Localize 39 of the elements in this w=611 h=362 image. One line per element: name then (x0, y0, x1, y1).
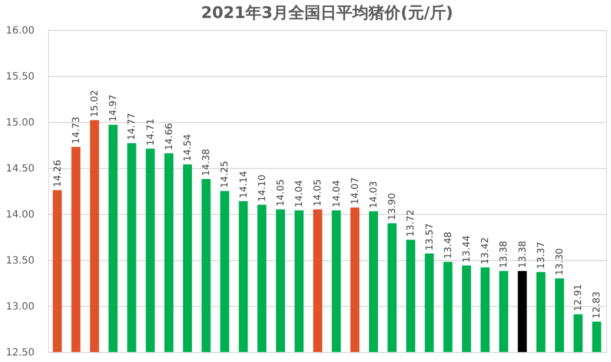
data-label: 13.37 (536, 242, 547, 269)
data-label: 14.05 (276, 179, 286, 206)
data-label: 14.66 (164, 123, 175, 150)
data-label: 15.02 (90, 90, 100, 118)
data-label: 14.07 (350, 177, 361, 205)
data-label: 13.57 (424, 223, 436, 251)
data-label: 14.14 (238, 170, 250, 198)
data-label: 14.97 (108, 94, 120, 122)
data-label: 13.72 (406, 210, 417, 237)
y-tick-label: 13.00 (6, 302, 34, 312)
data-label: 14.05 (312, 179, 324, 206)
data-label: 14.04 (294, 180, 306, 208)
data-label: 13.38 (517, 240, 528, 268)
data-label: 12.83 (592, 291, 603, 319)
y-tick-label: 15.00 (6, 118, 34, 128)
data-label: 14.71 (145, 118, 156, 146)
data-label: 14.54 (182, 134, 194, 162)
y-tick-label: 14.50 (6, 164, 34, 174)
data-label: 13.38 (498, 240, 510, 268)
data-label: 14.03 (368, 181, 380, 208)
data-label: 13.42 (480, 237, 492, 264)
data-label: 14.73 (70, 116, 82, 144)
data-label: 14.26 (52, 160, 64, 188)
data-label: 13.48 (442, 232, 454, 259)
y-tick-label: 12.50 (6, 348, 34, 358)
data-label: 13.90 (387, 192, 398, 220)
data-label: 12.91 (573, 284, 584, 312)
chart-title: 2021年3月全国日平均猪价(元/斤) (200, 3, 454, 22)
data-label: 14.25 (220, 160, 231, 188)
data-label: 14.77 (126, 112, 138, 140)
data-label: 14.38 (201, 148, 212, 176)
y-tick-label: 16.00 (6, 26, 34, 36)
y-tick-label: 14.00 (6, 210, 34, 220)
data-label: 14.10 (256, 174, 268, 202)
data-label: 13.30 (554, 248, 566, 276)
y-tick-label: 15.50 (6, 72, 34, 82)
data-label: 14.04 (331, 180, 342, 208)
y-tick-label: 13.50 (6, 256, 34, 266)
data-label: 13.44 (462, 235, 472, 263)
